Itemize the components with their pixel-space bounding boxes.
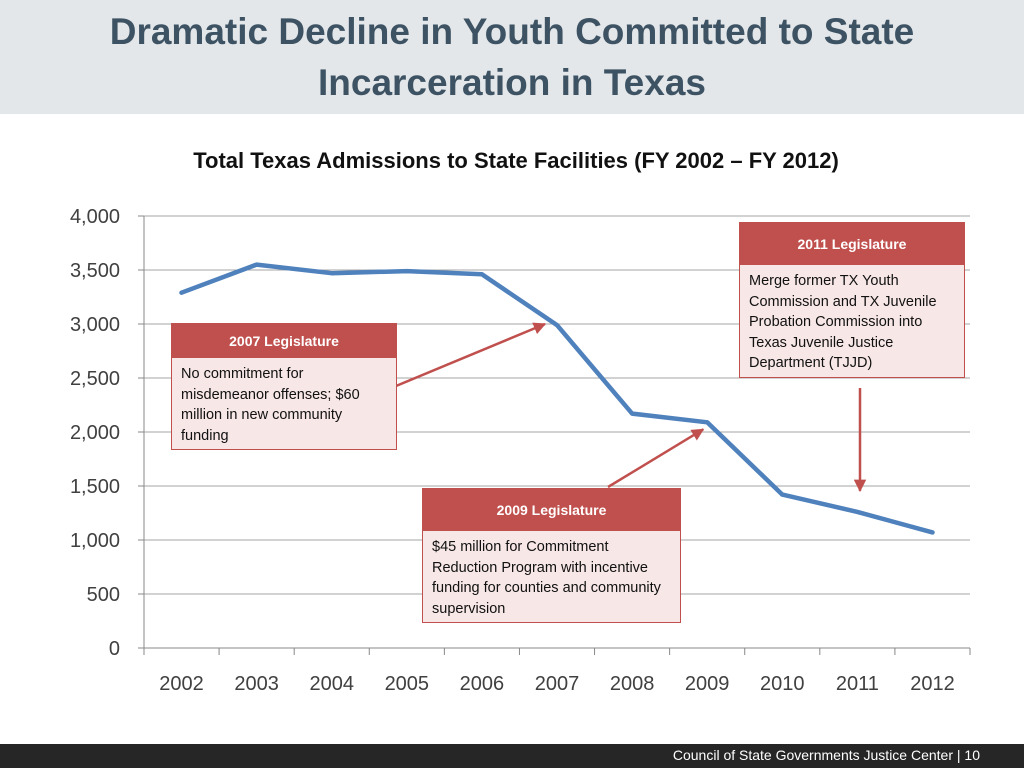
annotation-arrow-2009 [607,428,705,489]
callout-header: 2009 Legislature [423,489,680,531]
y-tick-label: 2,500 [70,368,120,390]
x-tick-label: 2012 [910,673,955,695]
data-point [404,269,409,274]
callout-body: $45 million for Commitment Reduction Pro… [432,539,661,617]
footer-text: Council of State Governments Justice Cen… [672,747,980,763]
x-tick-label: 2007 [535,673,580,695]
data-point [479,272,484,277]
callout-header: 2007 Legislature [172,324,396,358]
data-point [780,492,785,497]
y-tick-label: 3,500 [70,260,120,282]
callout-2011-legislature: 2011 Legislature Merge former TX Youth C… [739,222,965,378]
y-tick-label: 1,500 [70,476,120,498]
y-tick-label: 3,000 [70,314,120,336]
data-point [329,271,334,276]
data-point [254,262,259,267]
title-band: Dramatic Decline in Youth Committed to S… [0,0,1024,114]
y-tick-label: 1,000 [70,530,120,552]
callout-2007-legislature: 2007 Legislature No commitment for misde… [171,323,397,450]
x-tick-label: 2010 [760,673,805,695]
data-point [705,420,710,425]
chart-title: Total Texas Admissions to State Faciliti… [193,148,839,173]
data-point [555,323,559,328]
data-point [630,411,635,416]
x-tick-label: 2008 [610,673,655,695]
data-point [179,290,184,295]
y-tick-label: 4,000 [70,206,120,228]
y-tick-label: 0 [109,638,120,660]
data-point [930,530,935,535]
x-tick-label: 2002 [159,673,204,695]
x-tick-label: 2003 [234,673,279,695]
data-point [855,509,860,514]
x-tick-label: 2011 [836,673,879,695]
callout-body: No commitment for misdemeanor offenses; … [181,366,360,444]
x-tick-label: 2009 [685,673,730,695]
footer: Council of State Governments Justice Cen… [0,744,1024,768]
x-tick-label: 2006 [460,673,505,695]
y-tick-label: 500 [87,584,120,606]
annotation-arrow-2007 [395,322,547,388]
slide-title: Dramatic Decline in Youth Committed to S… [109,11,915,103]
y-tick-label: 2,000 [70,422,120,444]
x-tick-label: 2005 [385,673,430,695]
callout-header: 2011 Legislature [740,223,964,265]
x-tick-label: 2004 [309,673,354,695]
callout-body: Merge former TX Youth Commission and TX … [749,273,937,371]
callout-2009-legislature: 2009 Legislature $45 million for Commitm… [422,488,681,623]
